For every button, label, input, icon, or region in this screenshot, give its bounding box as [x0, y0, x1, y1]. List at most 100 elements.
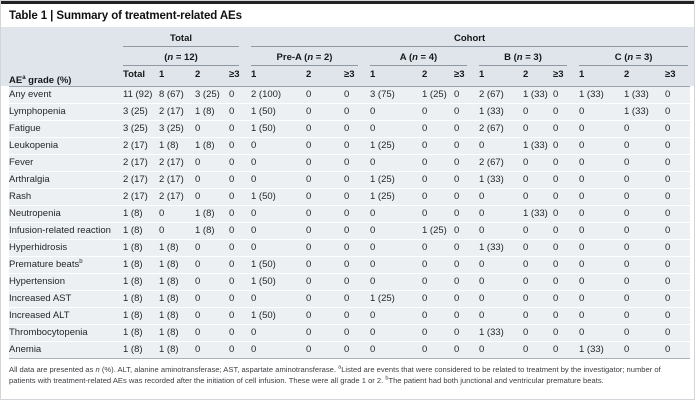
- italic-n: n: [307, 52, 314, 63]
- table-cell: 1 (8): [123, 324, 159, 342]
- table-cell: 0: [306, 103, 344, 121]
- table-cell: 0: [665, 205, 691, 223]
- table-cell: 1 (8): [123, 256, 159, 274]
- table-cell: 0: [229, 137, 251, 155]
- table-cell: 0: [553, 324, 579, 342]
- table-cell: 3 (25): [195, 86, 229, 104]
- table-cell: 2 (17): [159, 103, 195, 121]
- table-cell: 0: [454, 205, 479, 223]
- table-cell: 1 (8): [159, 324, 195, 342]
- table-cell: 0: [454, 273, 479, 291]
- group-header-total: Total: [123, 27, 251, 47]
- table-cell: 0: [344, 137, 370, 155]
- table-cell: 0: [251, 290, 306, 308]
- table-row: Leukopenia 2 (17) 1 (8) 1 (8) 0 0 0 0 1 (25) 0 0 0 1…: [9, 137, 691, 155]
- table-cell: 0: [454, 324, 479, 342]
- column-header-grade: 1: [251, 66, 306, 87]
- table-cell: 0: [553, 205, 579, 223]
- table-cell: 0: [553, 171, 579, 189]
- italic-n: n: [627, 52, 634, 63]
- table-cell: 3 (25): [123, 120, 159, 138]
- table-cell: 0: [665, 171, 691, 189]
- table-cell: 1 (8): [159, 273, 195, 291]
- header-columns-row: Total 1 2 ≥3 1 2 ≥3 1 2 ≥3 1 2 ≥3 1 2 ≥3: [9, 66, 691, 87]
- table-cell: 0: [195, 256, 229, 274]
- table-cell: 2 (67): [479, 86, 523, 104]
- table-cell: 0: [454, 256, 479, 274]
- table-cell: 0: [370, 222, 422, 240]
- column-header-grade: 2: [306, 66, 344, 87]
- table-cell: 0: [553, 273, 579, 291]
- table-cell: 1 (8): [195, 222, 229, 240]
- table-cell: 0: [229, 290, 251, 308]
- table-cell: 0: [306, 188, 344, 206]
- table-cell: 0: [195, 188, 229, 206]
- table-cell: 0: [624, 137, 665, 155]
- table-row: Rash 2 (17) 2 (17) 0 0 1 (50) 0 0 1 (25) 0 0 0 0 0 0 0 0: [9, 188, 691, 206]
- subgroup-header-b: B (n = 3): [479, 47, 579, 66]
- table-cell: 0: [370, 103, 422, 121]
- table-cell: 0: [454, 188, 479, 206]
- table-cell: 1 (8): [123, 341, 159, 359]
- footnote-marker: a: [338, 363, 342, 370]
- table-cell: 0: [370, 205, 422, 223]
- row-label: Thrombocytopenia: [9, 324, 123, 342]
- table-cell: 0: [523, 188, 553, 206]
- table-cell: 0: [422, 137, 454, 155]
- subgroup-rule: A (n = 4): [370, 52, 467, 66]
- table-cell: 3 (25): [123, 103, 159, 121]
- table-cell: 0: [624, 154, 665, 172]
- ae-summary-table: AEa grade (%) Total Cohort (n = 12) Pre-A (n…: [9, 27, 691, 359]
- column-header-grade: ≥3: [553, 66, 579, 87]
- row-label: Infusion-related reaction: [9, 222, 123, 240]
- table-cell: 0: [579, 120, 624, 138]
- table-cell: 0: [251, 205, 306, 223]
- table-cell: 0: [306, 256, 344, 274]
- table-cell: 0: [579, 290, 624, 308]
- row-label: Arthralgia: [9, 171, 123, 189]
- table-cell: 0: [251, 239, 306, 257]
- table-row: Hyperhidrosis 1 (8) 1 (8) 0 0 0 0 0 0 0 0 1 (33) 0 0 0…: [9, 239, 691, 257]
- table-cell: 1 (25): [370, 290, 422, 308]
- table-cell: 2 (17): [159, 171, 195, 189]
- subgroup-rule: C (n = 3): [579, 52, 689, 66]
- table-cell: 0: [553, 307, 579, 325]
- table-cell: 0: [454, 290, 479, 308]
- table-cell: 0: [624, 239, 665, 257]
- table-cell: 2 (67): [479, 154, 523, 172]
- table-cell: 0: [370, 324, 422, 342]
- table-cell: 0: [523, 290, 553, 308]
- subgroup-rule: Pre-A (n = 2): [251, 52, 358, 66]
- table-cell: 0: [624, 290, 665, 308]
- column-header-grade: ≥3: [344, 66, 370, 87]
- table-cell: 0: [579, 256, 624, 274]
- table-cell: 0: [454, 239, 479, 257]
- row-label: Premature beatsb: [9, 256, 123, 274]
- table-cell: 0: [454, 307, 479, 325]
- row-label: Hypertension: [9, 273, 123, 291]
- table-cell: 0: [306, 239, 344, 257]
- table-cell: 0: [665, 120, 691, 138]
- column-header-grade: 2: [523, 66, 553, 87]
- table-cell: 0: [579, 171, 624, 189]
- table-cell: 2 (17): [123, 188, 159, 206]
- table-cell: 1 (8): [195, 103, 229, 121]
- table-cell: 0: [422, 273, 454, 291]
- column-header-grade: 1: [370, 66, 422, 87]
- table-cell: 1 (33): [479, 324, 523, 342]
- table-cell: 0: [422, 307, 454, 325]
- table-cell: 0: [229, 86, 251, 104]
- table-cell: 1 (8): [123, 307, 159, 325]
- table-row: Fatigue 3 (25) 3 (25) 0 0 1 (50) 0 0 0 0 0 2 (67) 0 0…: [9, 120, 691, 138]
- column-header-grade: 2: [195, 66, 229, 87]
- table-cell: 0: [370, 256, 422, 274]
- table-cell: 3 (75): [370, 86, 422, 104]
- table-cell: 0: [665, 103, 691, 121]
- table-cell: 0: [306, 171, 344, 189]
- table-cell: 0: [344, 341, 370, 359]
- row-label: Increased ALT: [9, 307, 123, 325]
- table-cell: 0: [553, 256, 579, 274]
- table-cell: 0: [229, 120, 251, 138]
- table-cell: 1 (8): [195, 137, 229, 155]
